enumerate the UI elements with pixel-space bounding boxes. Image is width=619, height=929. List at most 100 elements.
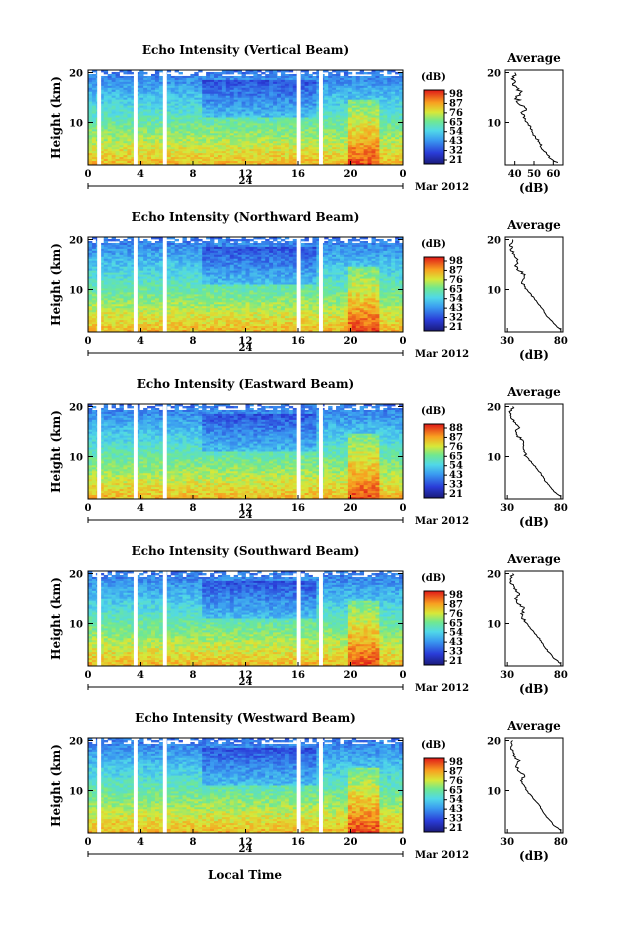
heatmap-cell	[332, 89, 337, 93]
heatmap-cell	[343, 129, 349, 132]
x-tick-label: 0	[400, 169, 407, 180]
heatmap-cell	[182, 113, 187, 116]
heatmap-cell	[363, 157, 368, 160]
heatmap-cell	[387, 70, 392, 73]
heatmap-cell	[194, 248, 199, 252]
heatmap-cell	[347, 149, 353, 152]
heatmap-cell	[139, 97, 144, 101]
heatmap-cell	[190, 111, 195, 114]
heatmap-cell	[154, 252, 160, 256]
heatmap-cell	[351, 87, 357, 91]
heatmap-cell	[340, 147, 345, 150]
heatmap-cell	[347, 83, 353, 87]
heatmap-cell	[147, 123, 152, 126]
heatmap-cell	[127, 95, 132, 99]
heatmap-cell	[151, 115, 156, 118]
heatmap-cell	[147, 153, 152, 156]
heatmap-cell	[332, 238, 337, 242]
data-gap	[162, 70, 167, 165]
heatmap-cell	[277, 147, 282, 150]
heatmap-cell	[371, 131, 376, 134]
heatmap-cell	[221, 264, 227, 268]
heatmap-cell	[277, 252, 282, 256]
heatmap-cell	[241, 266, 246, 270]
heatmap-cell	[217, 89, 223, 93]
heatmap-cell	[383, 256, 388, 260]
heatmap-cell	[312, 262, 317, 266]
heatmap-cell	[225, 151, 231, 154]
heatmap-cell	[225, 70, 231, 73]
heatmap-cell	[312, 264, 317, 268]
heatmap-cell	[265, 159, 270, 162]
heatmap-cell	[332, 133, 337, 136]
heatmap-cell	[111, 153, 116, 156]
heatmap-cell	[257, 121, 262, 124]
heatmap-cell	[131, 258, 136, 262]
heatmap-cell	[131, 149, 136, 152]
heatmap-cell	[379, 103, 384, 107]
heatmap-cell	[379, 113, 384, 116]
heatmap-cell	[99, 131, 105, 134]
heatmap-cell	[206, 97, 211, 101]
heatmap-cell	[198, 145, 203, 148]
heatmap-cell	[229, 105, 235, 109]
heatmap-cell	[343, 99, 349, 103]
heatmap-cell	[182, 103, 187, 107]
heatmap-cell	[249, 83, 254, 87]
heatmap-cell	[324, 85, 329, 89]
heatmap-cell	[332, 248, 337, 252]
heatmap-cell	[237, 123, 242, 126]
heatmap-cell	[91, 268, 97, 272]
heatmap-cell	[336, 93, 341, 97]
heatmap-cell	[359, 81, 365, 85]
heatmap-cell	[123, 137, 128, 140]
heatmap-cell	[143, 75, 148, 79]
heatmap-cell	[217, 119, 223, 122]
heatmap-cell	[387, 83, 392, 87]
heatmap-cell	[91, 127, 97, 130]
heatmap-cell	[340, 119, 345, 122]
heatmap-cell	[225, 242, 231, 246]
heatmap-cell	[139, 121, 144, 124]
heatmap-cell	[340, 244, 345, 248]
heatmap-cell	[111, 268, 116, 272]
heatmap-cell	[359, 157, 365, 160]
heatmap-cell	[253, 127, 258, 130]
heatmap-cell	[229, 93, 235, 97]
heatmap-cell	[91, 107, 97, 110]
heatmap-cell	[174, 143, 179, 146]
heatmap-cell	[131, 139, 136, 142]
heatmap-cell	[249, 127, 254, 130]
heatmap-cell	[261, 109, 266, 112]
heatmap-cell	[367, 145, 372, 148]
heatmap-cell	[217, 111, 223, 114]
heatmap-cell	[147, 157, 152, 160]
heatmap-cell	[324, 250, 329, 254]
heatmap-cell	[139, 262, 144, 266]
heatmap-cell	[115, 83, 120, 87]
heatmap-cell	[158, 153, 164, 156]
heatmap-cell	[375, 163, 380, 166]
heatmap-cell	[88, 139, 93, 142]
heatmap-cell	[229, 101, 235, 105]
heatmap-cell	[343, 264, 349, 268]
heatmap-cell	[332, 131, 337, 134]
heatmap-cell	[316, 93, 321, 97]
heatmap-cell	[328, 246, 333, 250]
heatmap-cell	[379, 97, 384, 101]
heatmap-cell	[202, 153, 207, 156]
heatmap-cell	[245, 260, 250, 264]
panel-title: Echo Intensity (Vertical Beam)	[142, 43, 349, 57]
heatmap-cell	[292, 141, 298, 144]
heatmap-cell	[178, 135, 183, 138]
heatmap-cell	[312, 93, 317, 97]
heatmap-cell	[371, 246, 376, 250]
heatmap-cell	[115, 123, 120, 126]
heatmap-cell	[123, 155, 128, 158]
heatmap-cell	[280, 266, 286, 270]
heatmap-cell	[190, 264, 195, 268]
heatmap-cell	[158, 268, 164, 272]
heatmap-cell	[119, 115, 124, 118]
heatmap-cell	[292, 121, 298, 124]
heatmap-cell	[154, 145, 160, 148]
